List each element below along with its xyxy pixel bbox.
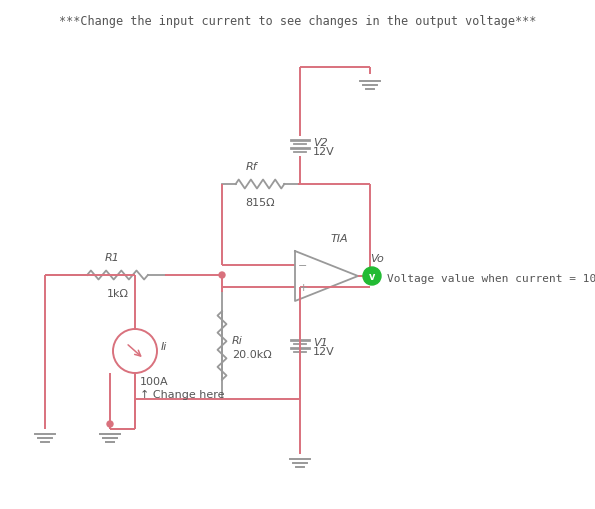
Text: Rf: Rf: [246, 162, 258, 172]
Text: ***Change the input current to see changes in the output voltage***: ***Change the input current to see chang…: [59, 15, 536, 28]
Circle shape: [219, 272, 225, 278]
Text: 815Ω: 815Ω: [245, 197, 275, 208]
Text: Vo: Vo: [370, 253, 384, 264]
Text: Voltage value when current = 100A: Voltage value when current = 100A: [387, 273, 595, 284]
Text: Ri: Ri: [232, 336, 243, 346]
Text: TIA: TIA: [330, 234, 348, 243]
Text: V1: V1: [313, 337, 328, 347]
Text: 100A: 100A: [140, 376, 168, 386]
Circle shape: [107, 421, 113, 427]
Text: ↑ Change here: ↑ Change here: [140, 389, 224, 399]
Text: V2: V2: [313, 138, 328, 148]
Text: 12V: 12V: [313, 147, 335, 157]
Text: 12V: 12V: [313, 346, 335, 356]
Text: Ii: Ii: [161, 342, 167, 351]
Text: v: v: [369, 271, 375, 281]
Text: 1kΩ: 1kΩ: [107, 289, 129, 298]
Circle shape: [363, 267, 381, 286]
Text: −: −: [298, 261, 308, 270]
Text: R1: R1: [105, 252, 120, 263]
Text: +: +: [298, 282, 308, 293]
Text: 20.0kΩ: 20.0kΩ: [232, 349, 272, 359]
